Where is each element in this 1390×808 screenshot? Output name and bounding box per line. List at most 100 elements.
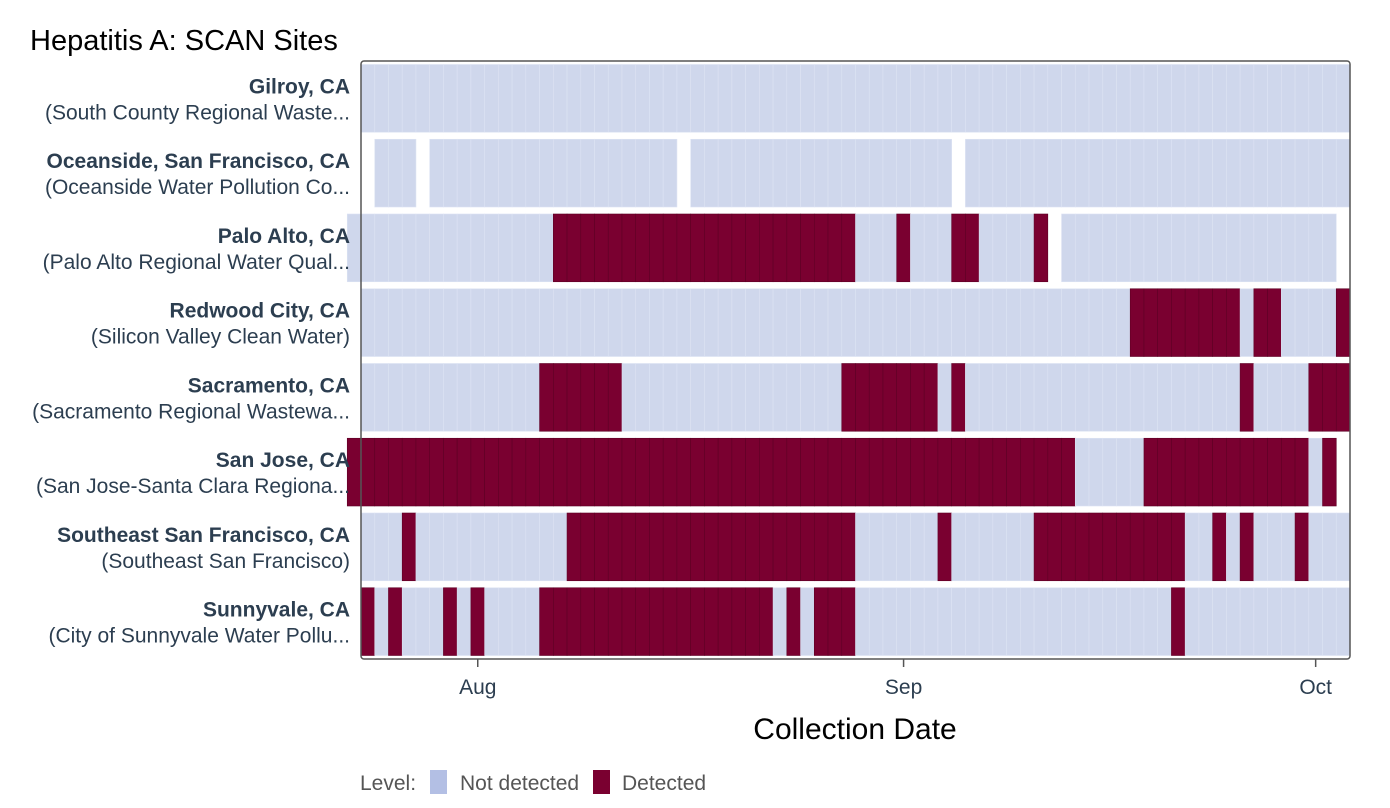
cell-not-detected	[800, 288, 815, 357]
cell-detected	[882, 437, 898, 507]
cell-not-detected	[1308, 64, 1323, 133]
cell-not-detected	[1239, 288, 1255, 357]
cell-not-detected	[1171, 213, 1186, 283]
cell-not-detected	[635, 363, 650, 432]
cell-detected	[607, 512, 623, 582]
cell-detected	[910, 437, 925, 507]
plot-frame	[360, 60, 1351, 660]
cell-detected	[566, 437, 582, 507]
cell-not-detected	[1157, 213, 1172, 283]
cell-not-detected	[1308, 288, 1323, 357]
cell-detected	[621, 587, 637, 656]
cell-detected	[594, 437, 609, 507]
cell-not-detected	[1129, 587, 1145, 656]
cell-not-detected	[498, 288, 513, 357]
cell-not-detected	[401, 64, 417, 133]
cell-detected	[415, 437, 430, 507]
cell-not-detected	[1102, 363, 1117, 432]
cell-not-detected	[1074, 64, 1090, 133]
cell-detected	[360, 587, 376, 656]
cell-not-detected	[539, 213, 554, 283]
cell-detected	[910, 363, 925, 432]
cell-detected	[1308, 363, 1323, 432]
cell-not-detected	[1157, 138, 1172, 208]
cell-detected	[1143, 437, 1158, 507]
cell-not-detected	[772, 138, 788, 208]
cell-not-detected	[1102, 64, 1117, 133]
cell-not-detected	[388, 138, 403, 208]
cell-not-detected	[649, 363, 664, 432]
cell-not-detected	[1047, 363, 1062, 432]
cell-not-detected	[511, 288, 527, 357]
cell-not-detected	[772, 363, 788, 432]
legend-title: Level:	[360, 772, 416, 795]
cell-not-detected	[1020, 64, 1035, 133]
cell-not-detected	[868, 213, 884, 283]
cell-not-detected	[1143, 138, 1158, 208]
cell-detected	[580, 213, 595, 283]
cell-not-detected	[800, 363, 815, 432]
cell-not-detected	[951, 512, 966, 582]
cell-not-detected	[1281, 512, 1296, 582]
cell-not-detected	[1171, 138, 1186, 208]
cell-not-detected	[813, 64, 829, 133]
cell-detected	[1074, 512, 1090, 582]
cell-not-detected	[1157, 64, 1172, 133]
cell-detected	[786, 512, 801, 582]
cell-detected	[868, 363, 884, 432]
cell-detected	[731, 512, 746, 582]
cell-not-detected	[1129, 213, 1145, 283]
cell-not-detected	[1074, 213, 1090, 283]
cell-detected	[923, 363, 939, 432]
site-subtitle: (Silicon Valley Clean Water)	[91, 326, 350, 349]
cell-not-detected	[951, 288, 966, 357]
cell-not-detected	[470, 512, 485, 582]
cell-detected	[443, 437, 458, 507]
cell-not-detected	[456, 138, 472, 208]
cell-not-detected	[827, 288, 843, 357]
cell-detected	[896, 213, 911, 283]
cell-not-detected	[635, 64, 650, 133]
cell-not-detected	[607, 288, 623, 357]
cell-not-detected	[1143, 213, 1158, 283]
cell-not-detected	[868, 64, 884, 133]
cell-not-detected	[1102, 213, 1117, 283]
cell-not-detected	[786, 288, 801, 357]
cell-not-detected	[1198, 587, 1213, 656]
cell-not-detected	[1074, 587, 1090, 656]
cell-not-detected	[484, 213, 499, 283]
cell-not-detected	[1239, 213, 1255, 283]
cell-not-detected	[759, 288, 774, 357]
heatmap-cells	[346, 64, 1351, 656]
cell-not-detected	[1294, 138, 1310, 208]
cell-detected	[745, 213, 760, 283]
cell-not-detected	[374, 138, 389, 208]
cell-not-detected	[1020, 138, 1035, 208]
cell-detected	[1322, 437, 1337, 507]
cell-not-detected	[1294, 363, 1310, 432]
cell-not-detected	[882, 288, 898, 357]
cell-not-detected	[1143, 64, 1158, 133]
cell-not-detected	[1184, 138, 1200, 208]
cell-not-detected	[731, 64, 746, 133]
cell-detected	[1102, 512, 1117, 582]
cell-not-detected	[360, 64, 376, 133]
cell-not-detected	[580, 64, 595, 133]
cell-detected	[580, 363, 595, 432]
cell-not-detected	[813, 363, 829, 432]
cell-not-detected	[470, 138, 485, 208]
cell-not-detected	[910, 213, 925, 283]
cell-not-detected	[1239, 587, 1255, 656]
cell-detected	[1129, 288, 1145, 357]
cell-not-detected	[525, 213, 540, 283]
cell-detected	[566, 512, 582, 582]
cell-not-detected	[1253, 363, 1268, 432]
cell-not-detected	[800, 64, 815, 133]
cell-not-detected	[978, 64, 994, 133]
cell-not-detected	[772, 288, 788, 357]
cell-not-detected	[855, 138, 870, 208]
cell-not-detected	[1267, 512, 1282, 582]
cell-detected	[566, 213, 582, 283]
cell-not-detected	[443, 288, 458, 357]
cell-not-detected	[415, 587, 430, 656]
